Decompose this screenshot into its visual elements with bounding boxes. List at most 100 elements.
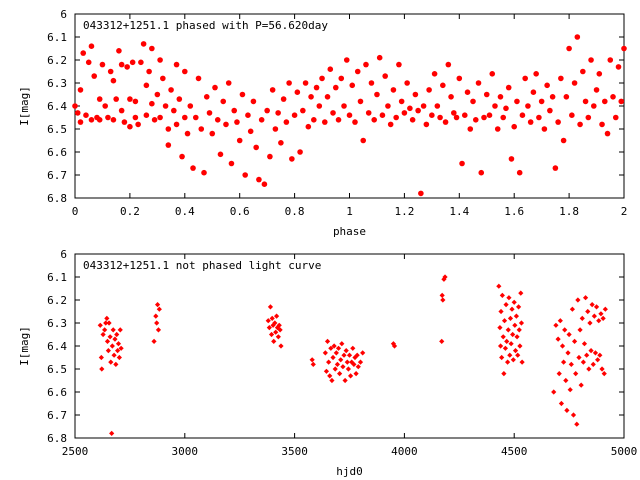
data-point [77,87,84,93]
data-point [512,322,518,328]
data-point [511,123,517,130]
data-point [597,352,603,358]
data-point [327,373,333,379]
data-point [365,110,372,116]
data-point [107,334,113,340]
data-point [453,114,460,121]
x-tick-label: 0.8 [285,205,305,218]
data-point [192,114,199,121]
data-point [581,341,588,347]
data-point [511,299,517,305]
data-point [344,359,350,365]
data-point [506,295,512,301]
data-point [391,343,398,349]
data-point [108,359,114,365]
data-point [102,327,108,333]
data-point [331,343,337,349]
data-point [300,107,306,114]
data-point [269,315,275,321]
data-point [420,103,427,109]
data-point [327,66,334,72]
data-point [113,96,119,102]
y-tick-label: 6 [60,8,67,21]
data-point [351,361,357,367]
data-point [110,117,117,123]
data-point [558,400,565,407]
data-point [335,345,342,351]
data-point [206,110,213,116]
y-tick-label: 6.6 [47,386,67,399]
data-point [570,412,577,418]
data-point [273,329,279,335]
data-point [501,371,507,377]
data-point [563,377,569,384]
data-point [332,84,339,91]
y-tick-label: 6.8 [47,432,67,445]
data-point [591,313,597,319]
data-point [338,357,344,363]
x-tick-label: 1.2 [394,205,414,218]
data-point [212,84,218,91]
data-point [338,75,345,82]
data-point [357,359,364,365]
data-point [519,359,525,365]
data-point [165,142,172,148]
data-point [585,308,591,315]
data-point [354,352,360,358]
data-point [349,82,356,89]
data-point [110,327,116,333]
data-point [190,165,196,171]
data-point [551,389,557,395]
data-point [239,91,246,98]
data-point [571,338,578,344]
data-point [525,103,531,109]
data-point [508,156,515,162]
data-point [510,357,516,363]
data-point [309,357,315,363]
data-point [155,327,162,333]
data-point [441,276,447,282]
data-point [83,112,89,118]
data-point [530,89,537,95]
data-point [310,361,316,367]
data-point [595,357,601,363]
y-axis-label: I[mag] [18,326,31,366]
y-tick-label: 6.2 [47,54,67,67]
data-point [335,117,342,123]
data-point [198,126,205,132]
x-tick-label: 1.6 [504,205,524,218]
data-point [225,80,232,86]
data-point [440,82,446,89]
data-point [265,318,271,324]
data-point [127,96,133,102]
data-point [337,371,343,377]
data-point [316,103,323,109]
data-point [600,315,606,321]
data-point [496,283,502,289]
data-point [577,327,583,333]
data-point [214,117,221,123]
data-point [615,64,622,70]
data-point [132,114,139,121]
data-point [559,343,566,349]
y-tick-label: 6.8 [47,192,67,205]
data-point [497,343,504,349]
data-point [607,57,614,63]
data-point [423,121,430,128]
y-tick-label: 6.1 [47,31,67,44]
data-point [503,302,509,308]
data-point [508,341,514,347]
data-point [106,320,112,326]
data-point [162,103,169,109]
data-point [567,387,573,393]
data-point [527,119,534,125]
x-tick-label: 1 [346,205,353,218]
data-point [319,75,325,82]
data-point [85,59,92,66]
y-tick-label: 6.1 [47,271,67,284]
x-tick-label: 3000 [172,445,199,458]
data-point [494,126,501,132]
data-point [599,121,605,128]
